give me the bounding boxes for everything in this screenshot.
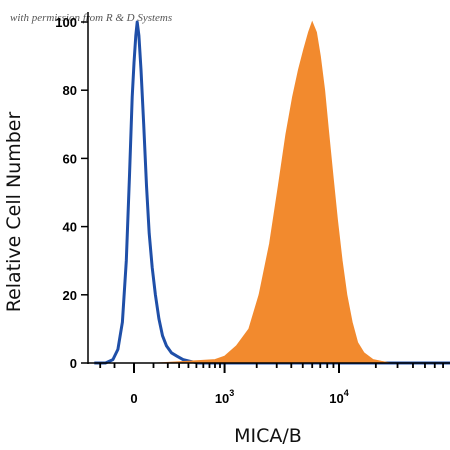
ticks: 0204060801000103104105 [55,15,444,406]
y-tick-label: 80 [63,83,77,98]
x-tick-label: 104 [329,388,348,406]
y-tick-label: 100 [55,15,77,30]
x-axis-title: MICA/B [234,425,302,447]
x-tick-label: 103 [215,388,234,406]
y-tick-label: 20 [63,288,77,303]
watermark: with permission from R & D Systems [10,12,172,24]
x-tick-label-exponent: 4 [344,388,349,398]
x-tick-label: 0 [130,391,137,406]
x-tick-label-base: 0 [130,391,137,406]
y-axis-title: Relative Cell Number [3,112,25,313]
y-tick-label: 40 [63,220,77,235]
x-tick-label-base: 10 [329,391,343,406]
axes [87,12,450,364]
y-tick-label: 0 [70,356,77,371]
x-tick-label-base: 10 [215,391,229,406]
series-layer [94,20,450,365]
x-tick-label-exponent: 3 [229,388,234,398]
series-0-line [94,20,450,365]
y-tick-label: 60 [63,151,77,166]
series-1-fill [94,20,450,364]
